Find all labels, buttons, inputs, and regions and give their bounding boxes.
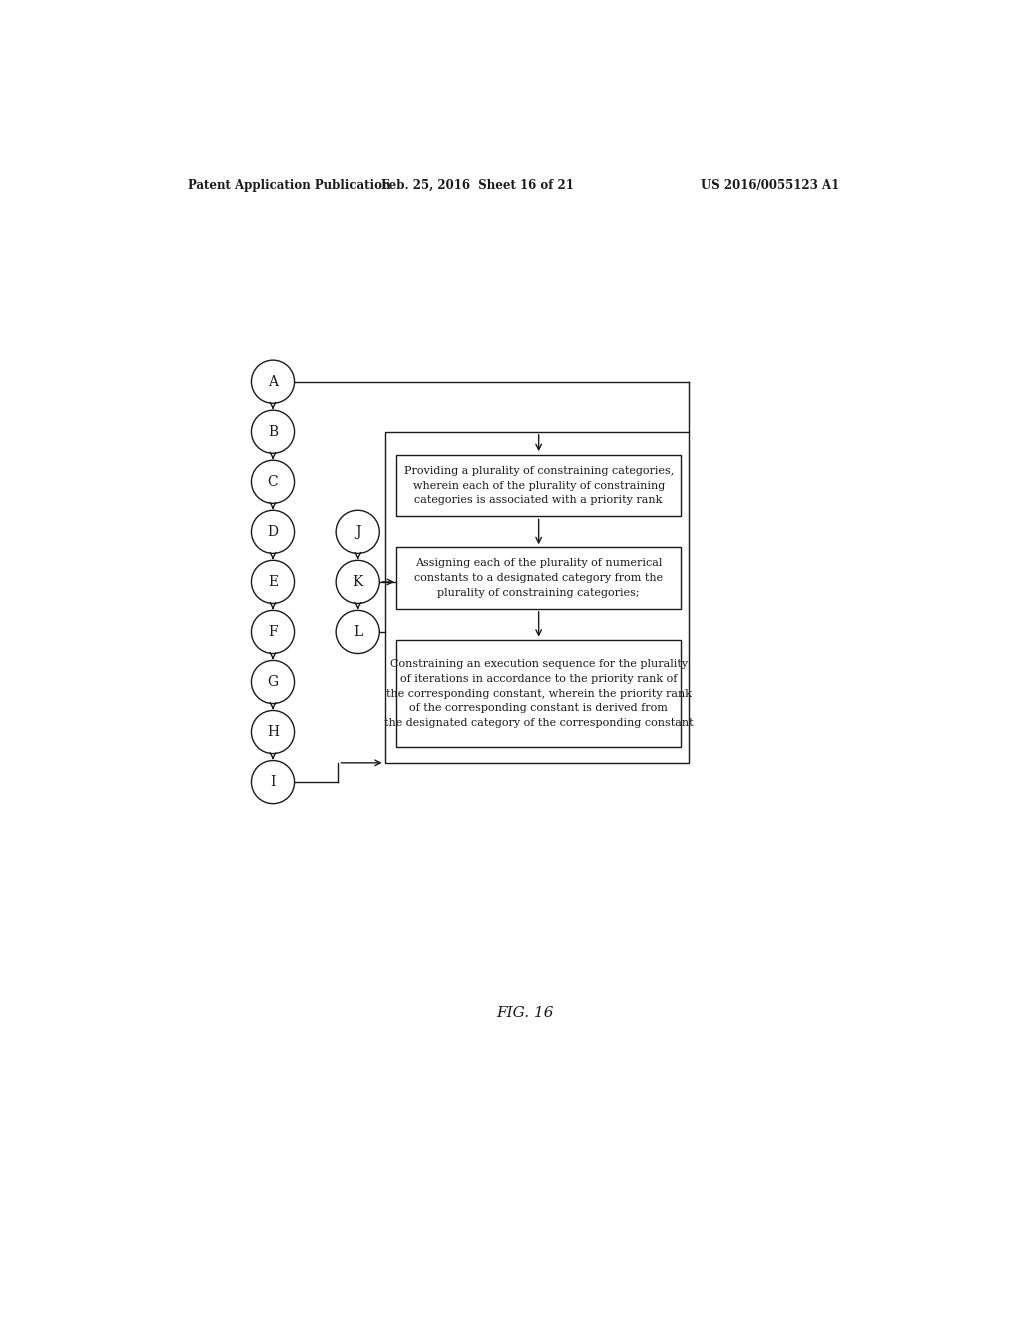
Text: J: J xyxy=(355,525,360,539)
Bar xyxy=(396,548,681,609)
Text: Providing a plurality of constraining categories,
wherein each of the plurality : Providing a plurality of constraining ca… xyxy=(403,466,674,506)
Text: Feb. 25, 2016  Sheet 16 of 21: Feb. 25, 2016 Sheet 16 of 21 xyxy=(381,178,573,191)
Text: Assigning each of the plurality of numerical
constants to a designated category : Assigning each of the plurality of numer… xyxy=(414,558,664,598)
Circle shape xyxy=(252,610,295,653)
Text: L: L xyxy=(353,624,362,639)
Bar xyxy=(385,432,689,763)
Text: K: K xyxy=(352,576,362,589)
Text: C: C xyxy=(267,475,279,488)
Circle shape xyxy=(252,411,295,453)
Text: FIG. 16: FIG. 16 xyxy=(496,1006,554,1020)
Circle shape xyxy=(252,511,295,553)
Circle shape xyxy=(252,760,295,804)
Text: US 2016/0055123 A1: US 2016/0055123 A1 xyxy=(700,178,839,191)
Circle shape xyxy=(252,561,295,603)
Circle shape xyxy=(252,710,295,754)
Bar xyxy=(396,455,681,516)
Text: Constraining an execution sequence for the plurality
of iterations in accordance: Constraining an execution sequence for t… xyxy=(384,659,693,729)
Text: E: E xyxy=(268,576,279,589)
Text: B: B xyxy=(268,425,279,438)
Circle shape xyxy=(336,561,379,603)
Text: Patent Application Publication: Patent Application Publication xyxy=(188,178,391,191)
Circle shape xyxy=(252,360,295,404)
Text: I: I xyxy=(270,775,275,789)
Circle shape xyxy=(252,461,295,503)
Bar xyxy=(396,640,681,747)
Circle shape xyxy=(252,660,295,704)
Text: H: H xyxy=(267,725,279,739)
Circle shape xyxy=(336,511,379,553)
Text: D: D xyxy=(267,525,279,539)
Text: A: A xyxy=(268,375,278,388)
Text: F: F xyxy=(268,624,278,639)
Circle shape xyxy=(336,610,379,653)
Text: G: G xyxy=(267,675,279,689)
